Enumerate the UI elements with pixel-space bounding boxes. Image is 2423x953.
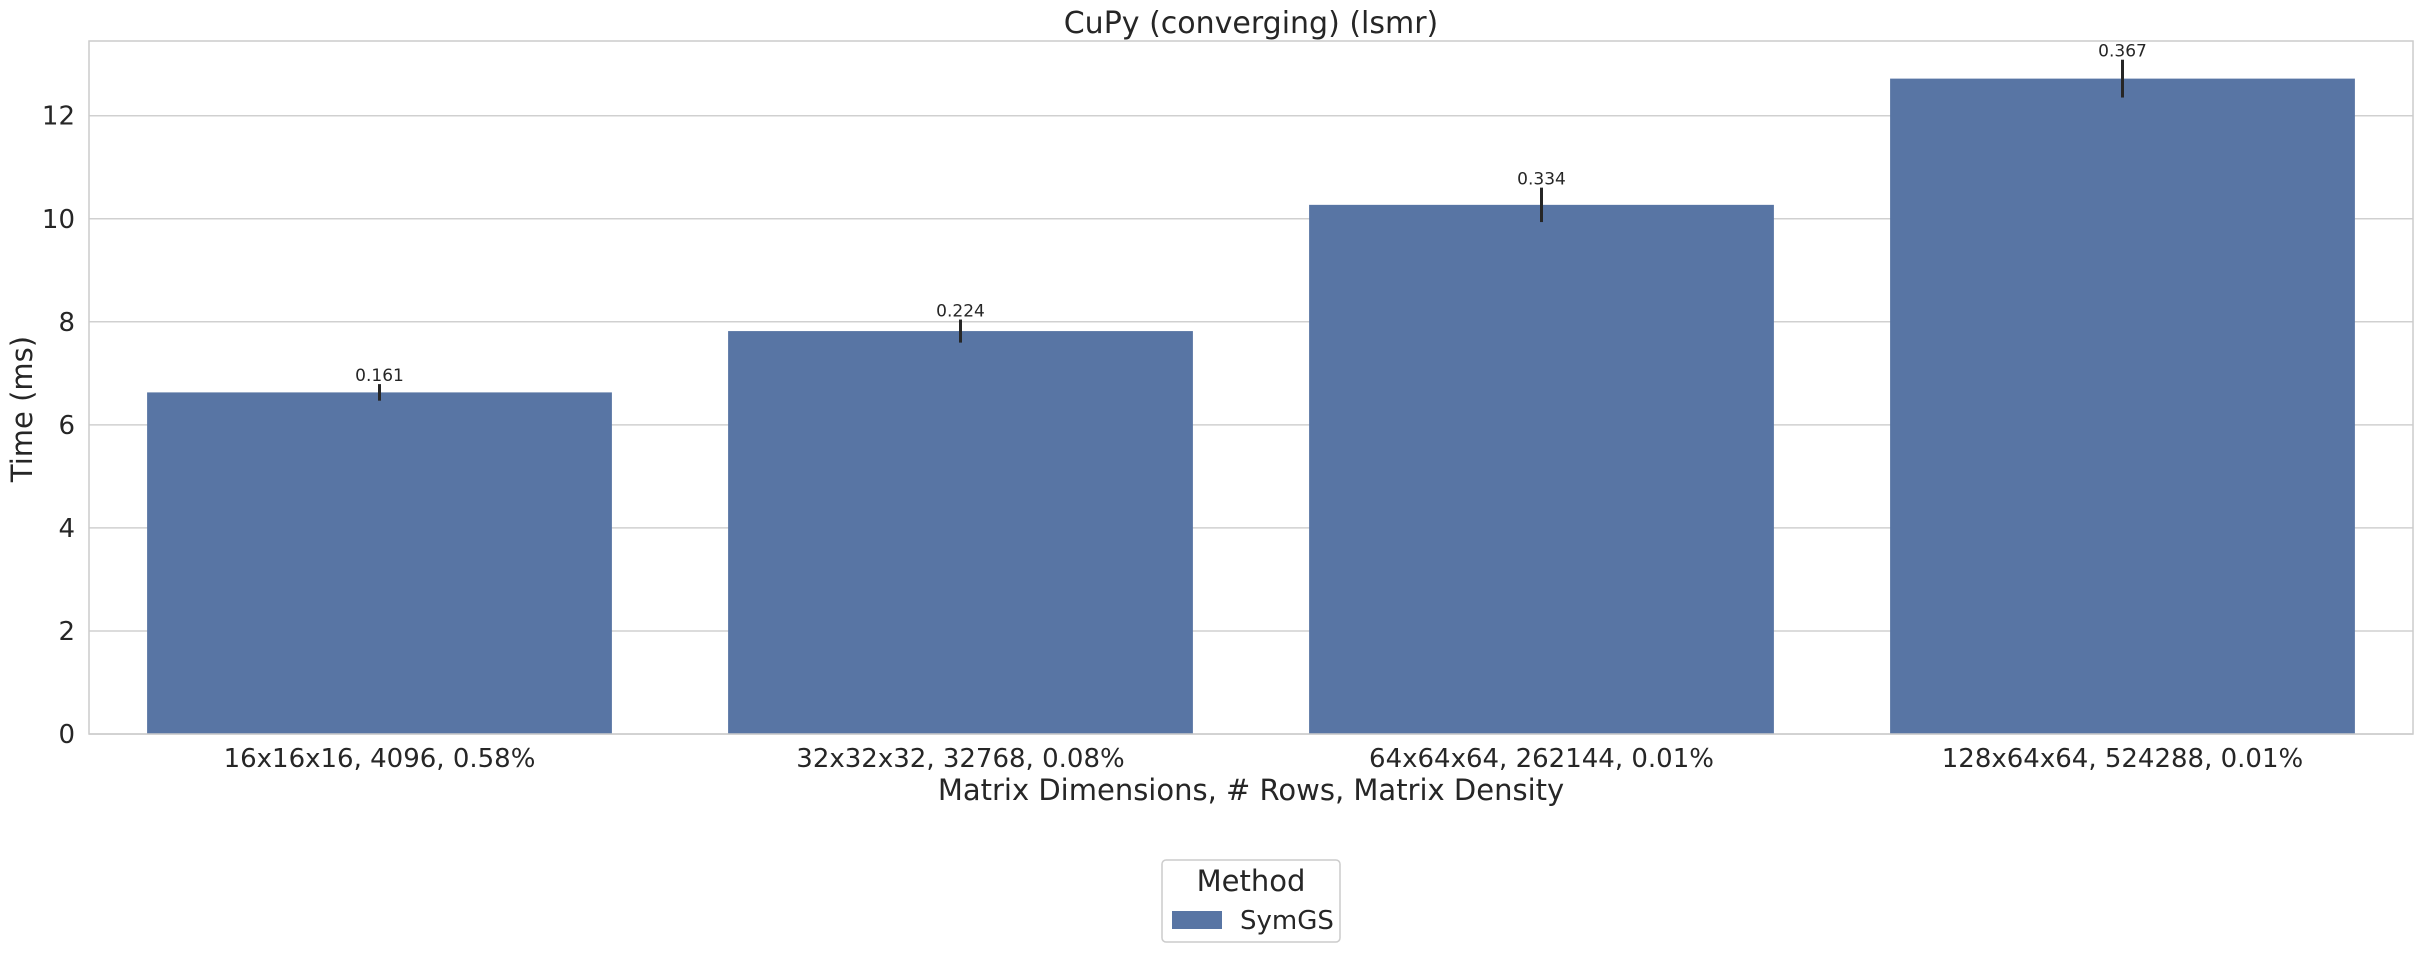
x-tick-label: 64x64x64, 262144, 0.01% — [1369, 744, 1714, 774]
bar — [728, 331, 1193, 734]
bar — [1890, 78, 2355, 734]
plot-frame — [88, 40, 2414, 735]
y-axis-label: Time (ms) — [5, 336, 39, 483]
bar-value-label: 0.224 — [936, 302, 985, 322]
x-axis-label: Matrix Dimensions, # Rows, Matrix Densit… — [938, 773, 1564, 807]
y-tick-label: 8 — [58, 308, 75, 338]
y-tick-label: 10 — [42, 205, 75, 235]
bar — [147, 392, 612, 734]
y-tick-label: 4 — [58, 514, 75, 544]
y-tick-label: 2 — [58, 617, 75, 647]
legend-title: Method — [1197, 864, 1306, 898]
y-tick-label: 0 — [58, 720, 75, 750]
x-tick-label: 16x16x16, 4096, 0.58% — [224, 744, 536, 774]
y-tick-labels: 0 2 4 6 8 10 12 — [42, 102, 75, 750]
x-tick-label: 128x64x64, 524288, 0.01% — [1942, 744, 2303, 774]
y-tick-label: 12 — [42, 102, 75, 132]
x-tick-label: 32x32x32, 32768, 0.08% — [796, 744, 1124, 774]
bar-value-label: 0.367 — [2098, 42, 2147, 62]
legend: Method SymGS — [1161, 859, 1341, 943]
legend-swatch — [1172, 911, 1222, 929]
bar-value-labels: 0.161 0.224 0.334 0.367 — [355, 42, 2147, 386]
x-tick-labels: 16x16x16, 4096, 0.58% 32x32x32, 32768, 0.… — [224, 744, 2304, 774]
error-bars — [378, 59, 2124, 401]
legend-entry-label: SymGS — [1240, 906, 1334, 936]
y-tick-label: 6 — [58, 411, 75, 441]
bars — [147, 78, 2355, 734]
bar-value-label: 0.161 — [355, 366, 404, 386]
chart-title: CuPy (converging) (lsmr) — [1064, 6, 1439, 41]
bar — [1309, 204, 1774, 734]
bar-value-label: 0.334 — [1517, 170, 1566, 190]
